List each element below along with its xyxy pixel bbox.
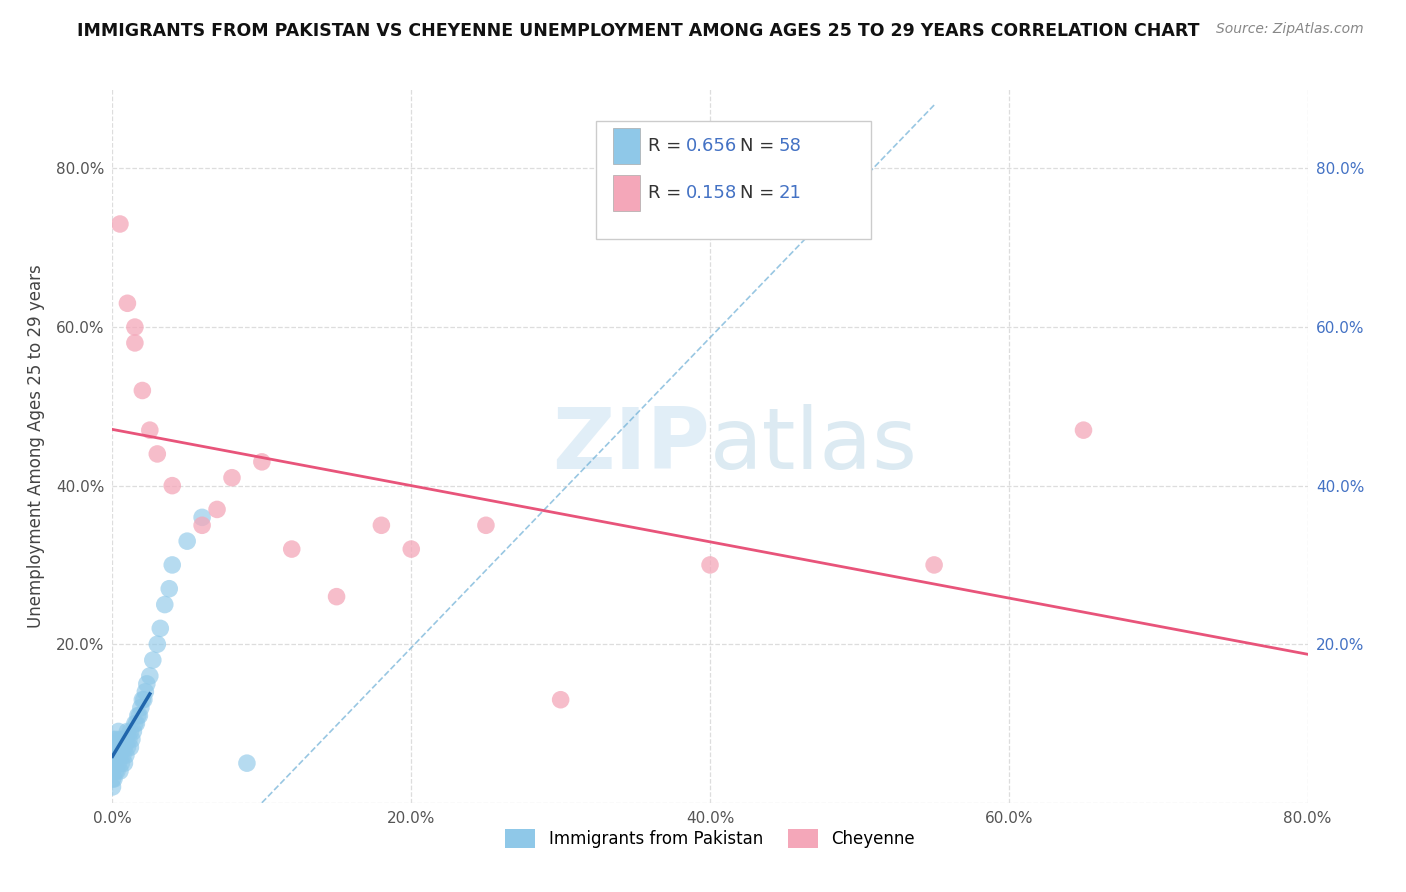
Point — [135, 677, 157, 691]
Point — [162, 558, 183, 572]
Point — [125, 716, 148, 731]
Text: 0.656: 0.656 — [686, 137, 737, 155]
Point — [114, 740, 135, 755]
Point — [101, 772, 124, 786]
Point — [1073, 423, 1095, 437]
Point — [111, 732, 134, 747]
Text: IMMIGRANTS FROM PAKISTAN VS CHEYENNE UNEMPLOYMENT AMONG AGES 25 TO 29 YEARS CORR: IMMIGRANTS FROM PAKISTAN VS CHEYENNE UNE… — [77, 22, 1199, 40]
Text: atlas: atlas — [710, 404, 918, 488]
Point — [191, 518, 214, 533]
Text: R =: R = — [648, 184, 688, 202]
Point — [101, 748, 124, 763]
Point — [121, 732, 143, 747]
Point — [107, 756, 129, 771]
Point — [101, 752, 124, 766]
Point — [139, 423, 162, 437]
Point — [114, 756, 135, 771]
Point — [134, 685, 156, 699]
Point — [401, 542, 423, 557]
Point — [922, 558, 945, 572]
Point — [104, 732, 127, 747]
Point — [122, 724, 145, 739]
Text: ZIP: ZIP — [553, 404, 710, 488]
Legend: Immigrants from Pakistan, Cheyenne: Immigrants from Pakistan, Cheyenne — [499, 822, 921, 855]
Text: N =: N = — [740, 184, 780, 202]
Point — [699, 558, 721, 572]
Point — [221, 471, 243, 485]
Point — [117, 296, 139, 310]
Point — [117, 724, 139, 739]
Point — [104, 748, 127, 763]
Point — [105, 748, 128, 763]
Point — [146, 447, 169, 461]
Point — [124, 320, 146, 334]
Y-axis label: Unemployment Among Ages 25 to 29 years: Unemployment Among Ages 25 to 29 years — [27, 264, 45, 628]
Point — [281, 542, 304, 557]
Point — [129, 700, 152, 714]
Point — [157, 582, 180, 596]
Point — [108, 764, 131, 778]
Point — [139, 669, 162, 683]
Point — [103, 756, 125, 771]
Point — [104, 764, 127, 778]
Text: 0.158: 0.158 — [686, 184, 737, 202]
Point — [146, 637, 169, 651]
Point — [107, 740, 129, 755]
Point — [475, 518, 498, 533]
Point — [101, 780, 124, 794]
Point — [128, 708, 150, 723]
Text: 21: 21 — [778, 184, 801, 202]
Point — [325, 590, 347, 604]
Point — [162, 478, 183, 492]
Point — [103, 740, 125, 755]
Text: 58: 58 — [778, 137, 801, 155]
Point — [118, 732, 141, 747]
Point — [108, 748, 131, 763]
Text: Source: ZipAtlas.com: Source: ZipAtlas.com — [1216, 22, 1364, 37]
Point — [101, 740, 124, 755]
Point — [110, 756, 132, 771]
Point — [132, 692, 155, 706]
Point — [101, 744, 124, 758]
Point — [142, 653, 165, 667]
Point — [120, 724, 142, 739]
Point — [110, 740, 132, 755]
Point — [176, 534, 198, 549]
Point — [107, 724, 129, 739]
Point — [115, 732, 138, 747]
Point — [105, 764, 128, 778]
Point — [153, 598, 176, 612]
Point — [236, 756, 259, 771]
Point — [550, 692, 572, 706]
Point — [120, 740, 142, 755]
FancyBboxPatch shape — [613, 175, 640, 211]
Point — [101, 732, 124, 747]
Point — [108, 732, 131, 747]
Point — [111, 748, 134, 763]
FancyBboxPatch shape — [613, 128, 640, 164]
Point — [108, 217, 131, 231]
Point — [101, 736, 124, 750]
Point — [131, 384, 153, 398]
Point — [124, 716, 146, 731]
Point — [101, 756, 124, 771]
Point — [124, 335, 146, 350]
Point — [370, 518, 392, 533]
Point — [191, 510, 214, 524]
Text: N =: N = — [740, 137, 780, 155]
Point — [127, 708, 149, 723]
FancyBboxPatch shape — [596, 121, 872, 239]
Point — [149, 621, 172, 635]
Point — [103, 772, 125, 786]
Point — [205, 502, 228, 516]
Text: R =: R = — [648, 137, 688, 155]
Point — [101, 764, 124, 778]
Point — [250, 455, 273, 469]
Point — [117, 740, 139, 755]
Point — [115, 748, 138, 763]
Point — [131, 692, 153, 706]
